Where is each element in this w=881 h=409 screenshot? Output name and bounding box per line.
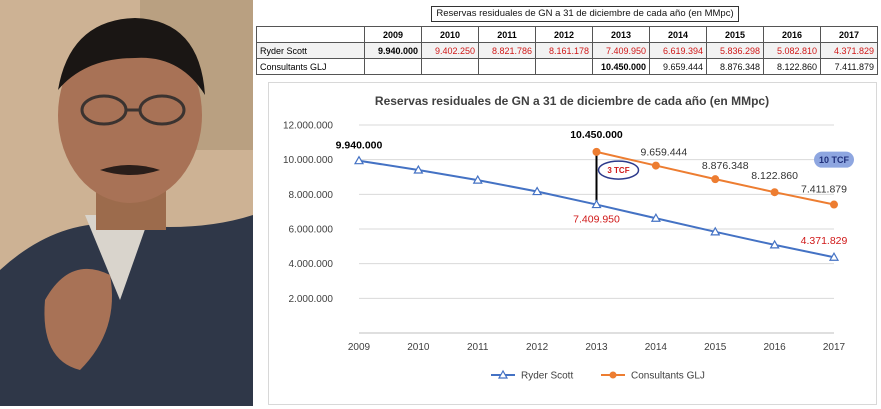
x-tick-label: 2012 (526, 342, 549, 353)
table-cell (535, 58, 593, 75)
table-cell: 9.659.444 (649, 58, 707, 75)
data-label: 7.411.879 (801, 184, 847, 196)
table-header-year: 2012 (535, 26, 593, 43)
y-tick-label: 12.000.000 (283, 121, 333, 132)
data-label: 8.876.348 (702, 160, 749, 172)
annotation-3tcf-bubble (597, 160, 640, 180)
y-tick-label: 10.000.000 (283, 155, 333, 166)
data-point-marker (472, 174, 483, 184)
x-tick-label: 2014 (645, 342, 668, 353)
legend-label: Ryder Scott (521, 371, 573, 382)
chart-panel: Reservas residuales de GN a 31 de diciem… (268, 82, 877, 405)
data-point-marker (413, 164, 424, 174)
y-tick-label: 6.000.000 (289, 225, 334, 236)
table-cell: 5.082.810 (763, 42, 821, 59)
data-label: 10.450.000 (570, 129, 623, 141)
data-label: 7.409.950 (573, 214, 620, 226)
chart-title: Reservas residuales de GN a 31 de diciem… (375, 94, 769, 108)
table-row-label: Ryder Scott (256, 42, 365, 59)
table-cell: 8.122.860 (763, 58, 821, 75)
data-point-marker (770, 188, 779, 197)
person-photo (0, 0, 253, 406)
table-cell: 8.876.348 (706, 58, 764, 75)
data-label: 9.940.000 (336, 140, 383, 152)
table-cell: 7.409.950 (592, 42, 650, 59)
x-tick-label: 2016 (764, 342, 787, 353)
table-header-row: 2009 2010 2011 2012 2013 2014 2015 2016 … (256, 26, 878, 43)
data-point-marker (830, 200, 838, 209)
annotation-3tcf-label: 3 TCF (607, 166, 629, 175)
table-cell (478, 58, 536, 75)
table-cell: 10.450.000 (592, 58, 650, 75)
annotation-10tcf-label: 10 TCF (819, 155, 850, 165)
data-point-marker (592, 147, 601, 156)
table-cell: 9.940.000 (364, 42, 422, 59)
data-label: 4.371.829 (801, 235, 848, 247)
person-photo-illustration (0, 0, 253, 406)
table-header-year: 2013 (592, 26, 650, 43)
table-cell: 7.411.879 (820, 58, 878, 75)
table-row: Ryder Scott 9.940.000 9.402.250 8.821.78… (256, 42, 878, 59)
table-cell: 9.402.250 (421, 42, 479, 59)
table-cell (421, 58, 479, 75)
right-panel: Reservas residuales de GN a 31 de diciem… (253, 0, 881, 406)
line-chart: Reservas residuales de GN a 31 de diciem… (283, 94, 854, 382)
table-header-year: 2009 (364, 26, 422, 43)
data-point-marker (710, 226, 721, 236)
data-point-marker (769, 239, 780, 249)
table-row-label: Consultants GLJ (256, 58, 365, 75)
reserves-table: 2009 2010 2011 2012 2013 2014 2015 2016 … (256, 26, 878, 75)
table-cell: 4.371.829 (820, 42, 878, 59)
y-tick-label: 2.000.000 (289, 294, 334, 305)
x-tick-label: 2017 (823, 342, 846, 353)
data-point-marker (591, 199, 602, 209)
table-header-year: 2014 (649, 26, 707, 43)
table-cell (364, 58, 422, 75)
table-cell: 8.161.178 (535, 42, 593, 59)
x-tick-label: 2011 (467, 342, 489, 353)
table-title: Reservas residuales de GN a 31 de diciem… (431, 6, 739, 22)
table-header-year: 2011 (478, 26, 536, 43)
legend-label: Consultants GLJ (631, 371, 705, 382)
legend-swatch-marker (609, 371, 617, 379)
x-tick-label: 2015 (704, 342, 727, 353)
data-point-marker (651, 161, 660, 170)
annotation-10tcf-bubble (814, 151, 854, 168)
x-tick-label: 2010 (407, 342, 430, 353)
table-header-year: 2015 (706, 26, 764, 43)
data-label: 8.122.860 (751, 170, 798, 182)
data-point-marker (650, 213, 661, 222)
data-point-marker (532, 186, 543, 196)
table-cell: 6.619.394 (649, 42, 707, 59)
table-header-year: 2017 (820, 26, 878, 43)
data-label: 9.659.444 (641, 147, 688, 159)
x-tick-label: 2009 (348, 342, 371, 353)
data-point-marker (711, 175, 720, 184)
x-tick-label: 2013 (585, 342, 608, 353)
legend-swatch-marker (497, 369, 509, 379)
data-point-marker (828, 252, 840, 261)
y-tick-label: 4.000.000 (289, 259, 334, 270)
y-tick-label: 8.000.000 (289, 190, 334, 201)
data-point-marker (353, 155, 365, 165)
table-header-year: 2010 (421, 26, 479, 43)
table-cell: 5.836.298 (706, 42, 764, 59)
table-header-corner (256, 26, 365, 43)
table-row: Consultants GLJ 10.450.000 9.659.444 8.8… (256, 58, 878, 75)
table-cell: 8.821.786 (478, 42, 536, 59)
table-header-year: 2016 (763, 26, 821, 43)
